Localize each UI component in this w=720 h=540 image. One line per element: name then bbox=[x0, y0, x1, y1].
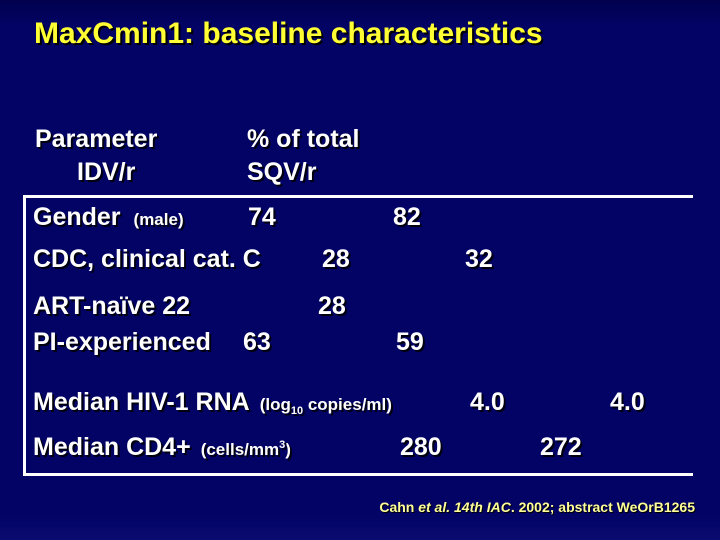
value-pi-experienced-sqv: 59 bbox=[396, 328, 424, 356]
header-pct-of-total: % of total bbox=[247, 125, 360, 153]
value-cd4-sqv: 272 bbox=[540, 433, 582, 461]
subscript-10: 10 bbox=[290, 405, 304, 417]
row-label-cdc: CDC, clinical cat. C bbox=[33, 245, 261, 273]
row-label-pi-experienced: PI-experienced bbox=[33, 328, 211, 356]
table-rule-bottom bbox=[23, 473, 693, 476]
row-label-median-hiv-rna: Median HIV-1 RNA (log10 copies/ml) bbox=[33, 387, 392, 422]
value-gender-sqv: 82 bbox=[393, 203, 421, 231]
value-pi-experienced-idv: 63 bbox=[243, 328, 271, 356]
header-sqv-r: SQV/r bbox=[247, 158, 317, 186]
row-label-note: (male) bbox=[133, 210, 184, 229]
row-label-median-cd4: Median CD4+ (cells/mm3) bbox=[33, 432, 291, 467]
table-rule-top bbox=[23, 195, 693, 198]
header-idv-r: IDV/r bbox=[77, 158, 136, 186]
value-hiv-rna-sqv: 4.0 bbox=[610, 388, 645, 416]
row-label-gender: Gender (male) bbox=[33, 202, 184, 235]
row-label-note: (cells/mm3) bbox=[200, 439, 291, 459]
row-label-text: Median HIV-1 RNA bbox=[33, 388, 250, 416]
value-cdc-idv: 28 bbox=[322, 245, 350, 273]
superscript-3: 3 bbox=[279, 439, 286, 451]
value-cd4-idv: 280 bbox=[400, 433, 442, 461]
row-label-text: Gender bbox=[33, 203, 121, 231]
row-label-note: (log10 copies/ml) bbox=[259, 395, 392, 417]
value-hiv-rna-idv: 4.0 bbox=[470, 388, 505, 416]
value-art-naive-idv: 28 bbox=[318, 292, 346, 320]
header-parameter: Parameter bbox=[35, 125, 158, 153]
row-label-text: Median CD4+ bbox=[33, 433, 191, 461]
slide-title: MaxCmin1: baseline characteristics bbox=[34, 17, 543, 50]
citation: Cahn et al. 14th IAC. 2002; abstract WeO… bbox=[379, 498, 695, 516]
value-cdc-sqv: 32 bbox=[465, 245, 493, 273]
citation-source-italic: et al. 14th IAC bbox=[418, 499, 511, 515]
citation-rest: . 2002; abstract WeOrB1265 bbox=[510, 499, 695, 515]
value-gender-idv: 74 bbox=[248, 203, 276, 231]
table-rule-left bbox=[23, 195, 26, 476]
citation-author: Cahn bbox=[379, 499, 419, 515]
row-label-art-naive: ART-naïve 22 bbox=[33, 292, 191, 320]
